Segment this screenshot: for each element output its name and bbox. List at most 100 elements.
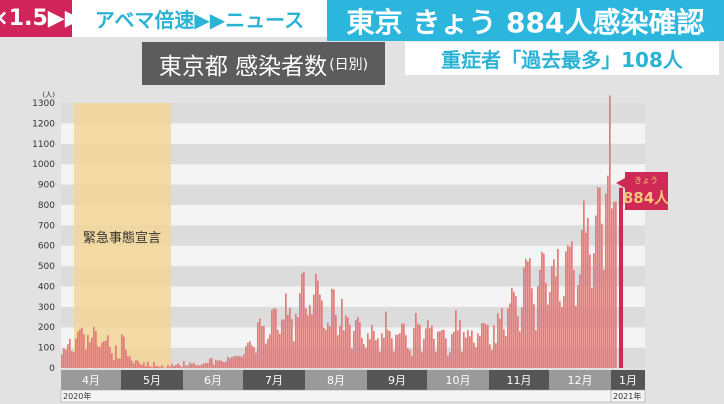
daily-bar — [267, 338, 269, 368]
daily-bar — [455, 310, 457, 368]
daily-bar — [107, 335, 109, 368]
grid-band — [61, 143, 645, 165]
today-callout-label: きょう — [634, 176, 658, 185]
daily-bar — [255, 352, 257, 368]
daily-bar — [549, 292, 551, 368]
daily-bar — [403, 323, 405, 368]
daily-bar — [415, 312, 417, 368]
daily-bar — [137, 360, 139, 368]
daily-bar — [353, 330, 355, 368]
daily-bar — [391, 338, 393, 368]
daily-bar — [251, 345, 253, 368]
daily-bar — [177, 363, 179, 368]
daily-bar — [83, 334, 85, 368]
emergency-declaration-label: 緊急事態宣言 — [83, 230, 161, 246]
daily-bar — [543, 253, 545, 368]
daily-bar — [175, 364, 177, 368]
daily-bar — [239, 355, 241, 368]
daily-bar — [381, 333, 383, 368]
daily-bar — [197, 365, 199, 368]
daily-bar — [77, 331, 79, 368]
daily-bar — [547, 304, 549, 368]
month-label: 5月 — [143, 374, 161, 387]
daily-bar — [509, 303, 511, 368]
daily-bar — [435, 352, 437, 368]
daily-bar — [569, 246, 571, 368]
month-axis-cell — [489, 370, 549, 390]
year-label: 2021年 — [613, 391, 641, 401]
year-axis-cell — [610, 389, 646, 403]
daily-bar — [151, 366, 153, 368]
daily-bar — [203, 363, 205, 368]
daily-bar — [193, 362, 195, 368]
daily-bar — [323, 327, 325, 368]
daily-bar — [223, 362, 225, 368]
daily-bar — [101, 342, 103, 368]
daily-bar — [163, 367, 165, 368]
daily-bar — [287, 315, 289, 368]
daily-bar — [315, 273, 317, 368]
daily-bar — [233, 356, 235, 368]
daily-bar — [259, 318, 261, 368]
daily-bar — [375, 340, 377, 368]
daily-bar — [205, 362, 207, 368]
daily-bar — [127, 356, 129, 368]
daily-bar — [207, 363, 209, 368]
daily-bar — [363, 344, 365, 368]
daily-bar — [185, 365, 187, 368]
daily-bar — [161, 365, 163, 368]
daily-bar — [459, 320, 461, 368]
playback-speed-badge[interactable]: ×1.5▶▶ — [0, 0, 82, 37]
daily-bar — [475, 347, 477, 368]
y-tick-label: 400 — [38, 282, 55, 292]
daily-bar — [479, 335, 481, 368]
daily-bar — [563, 296, 565, 368]
y-tick-label: 800 — [38, 201, 55, 211]
daily-bar — [281, 319, 283, 368]
daily-bar — [319, 294, 321, 368]
grid-band — [61, 245, 645, 267]
daily-bar — [341, 298, 343, 368]
daily-bar — [243, 354, 245, 368]
daily-bar — [551, 266, 553, 368]
daily-bar — [383, 337, 385, 368]
month-label: 11月 — [507, 374, 532, 387]
daily-bar — [443, 329, 445, 368]
daily-bar — [123, 336, 125, 368]
daily-bar — [67, 344, 69, 368]
daily-bar — [303, 271, 305, 368]
daily-bar — [411, 355, 413, 368]
daily-bar — [191, 363, 193, 368]
daily-bar — [199, 365, 201, 368]
y-tick-label: 200 — [38, 323, 55, 333]
daily-bar — [345, 315, 347, 368]
daily-bar — [119, 358, 121, 368]
daily-bar — [105, 340, 107, 368]
daily-bar — [167, 365, 169, 368]
daily-bar — [517, 316, 519, 368]
daily-bar — [425, 328, 427, 368]
daily-bar — [257, 322, 259, 368]
daily-bar — [615, 201, 617, 368]
daily-bar — [217, 360, 219, 368]
daily-bar — [529, 258, 531, 368]
daily-bar — [139, 363, 141, 368]
daily-bar — [313, 294, 315, 368]
daily-bar — [419, 324, 421, 368]
y-axis-unit: (人) — [43, 91, 56, 99]
daily-bar — [421, 352, 423, 368]
daily-bar — [579, 274, 581, 368]
daily-bar — [183, 361, 185, 368]
daily-bar — [99, 347, 101, 368]
month-axis-cell — [243, 370, 305, 390]
daily-bar — [329, 326, 331, 368]
chart-title-text: 東京都 感染者数 — [158, 53, 328, 80]
daily-bar — [599, 187, 601, 368]
daily-bar — [339, 325, 341, 368]
daily-bar — [465, 337, 467, 368]
y-tick-label: 1200 — [32, 119, 55, 129]
daily-bar — [413, 328, 415, 368]
daily-bar — [75, 338, 77, 368]
daily-bar — [275, 308, 277, 368]
daily-bar — [467, 330, 469, 368]
